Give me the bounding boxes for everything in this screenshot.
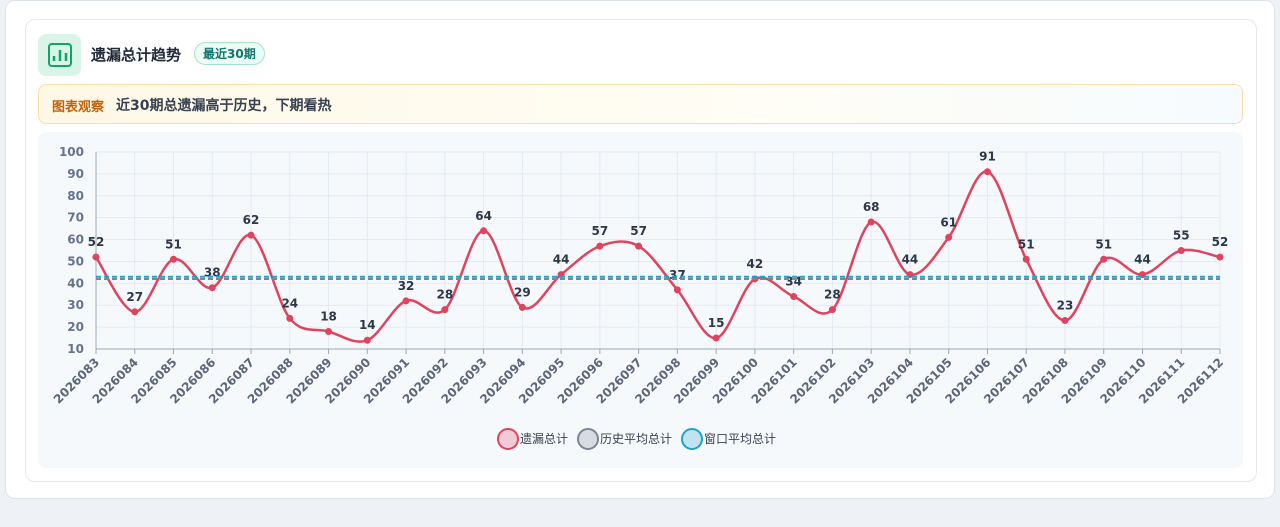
data-label: 52 [1212, 235, 1229, 249]
data-point [92, 253, 100, 261]
data-point [208, 284, 216, 292]
legend-swatch [577, 428, 599, 450]
data-label: 29 [514, 285, 531, 299]
y-tick-label: 90 [67, 167, 84, 181]
legend-label: 历史平均总计 [600, 432, 672, 446]
y-tick-label: 80 [67, 189, 84, 203]
data-point [1216, 253, 1224, 261]
data-point [673, 286, 681, 294]
data-point [790, 292, 798, 300]
data-label: 32 [398, 279, 415, 293]
data-label: 34 [785, 274, 802, 288]
data-point [1177, 247, 1185, 254]
data-label: 18 [320, 309, 337, 323]
data-label: 28 [436, 288, 453, 302]
data-label: 44 [902, 253, 919, 267]
data-label: 61 [940, 215, 957, 229]
card-title: 遗漏总计趋势 [91, 46, 182, 64]
data-label: 23 [1057, 299, 1074, 313]
chart-area: 10 20 30 40 50 60 70 80 90 100 2026083 2026084 20260… [38, 132, 1243, 468]
data-label: 28 [824, 288, 841, 302]
data-label: 42 [747, 257, 764, 271]
legend-swatch [497, 428, 519, 450]
data-label: 44 [1134, 253, 1151, 267]
data-point [1100, 255, 1108, 263]
data-point [480, 227, 488, 235]
chart: 1020304050607080901002026083202608420260… [51, 145, 1229, 450]
data-point [945, 233, 953, 241]
data-label: 52 [88, 235, 105, 249]
data-point [247, 231, 255, 239]
legend-swatch [681, 428, 703, 450]
y-tick-label: 40 [67, 276, 84, 290]
chart-icon [38, 34, 81, 76]
observation-text: 近30期总遗漏高于历史，下期看热 [116, 98, 332, 114]
data-point [131, 308, 139, 316]
data-point [441, 306, 449, 314]
data-point [1022, 255, 1030, 263]
data-label: 51 [1095, 237, 1112, 251]
panel: 遗漏总计趋势 最近30期 图表观察 近30期总遗漏高于历史，下期看热 10 20 3… [5, 0, 1275, 499]
data-point [325, 327, 333, 335]
y-tick-label: 50 [67, 254, 84, 268]
data-point [712, 334, 720, 342]
data-point [867, 218, 875, 226]
data-point [170, 255, 178, 263]
y-tick-label: 20 [67, 320, 84, 334]
data-label: 15 [708, 316, 725, 330]
y-tick-label: 10 [67, 342, 84, 356]
data-label: 57 [592, 224, 609, 238]
data-label: 44 [553, 253, 570, 267]
data-label: 91 [979, 150, 996, 164]
data-label: 62 [243, 213, 260, 227]
icon-svg [48, 43, 72, 67]
data-point [286, 314, 294, 322]
observation: 图表观察 近30期总遗漏高于历史，下期看热 [38, 84, 1243, 124]
y-tick-label: 70 [67, 211, 84, 225]
data-point [1061, 317, 1069, 325]
y-tick-label: 100 [59, 145, 84, 159]
observation-label: 图表观察 [52, 100, 105, 115]
data-label: 27 [126, 290, 143, 304]
y-tick-label: 30 [67, 298, 84, 312]
data-point [596, 242, 604, 250]
series-line [94, 170, 1221, 343]
data-label: 55 [1173, 229, 1190, 243]
data-label: 68 [863, 200, 880, 214]
data-label: 24 [281, 296, 298, 310]
data-label: 57 [630, 224, 647, 238]
data-point [518, 303, 526, 311]
data-label: 14 [359, 318, 376, 332]
data-point [983, 168, 991, 176]
y-tick-label: 60 [67, 233, 84, 247]
badge: 最近30期 [194, 42, 265, 65]
card: 遗漏总计趋势 最近30期 图表观察 近30期总遗漏高于历史，下期看热 10 20 3… [25, 19, 1257, 482]
data-point [363, 336, 371, 344]
data-point [402, 297, 410, 305]
data-label: 51 [165, 237, 182, 251]
data-point [828, 306, 836, 314]
data-point [635, 242, 643, 250]
data-label: 51 [1018, 237, 1035, 251]
data-label: 64 [475, 209, 492, 223]
legend-label: 窗口平均总计 [704, 432, 776, 446]
legend-label: 遗漏总计 [520, 432, 568, 446]
